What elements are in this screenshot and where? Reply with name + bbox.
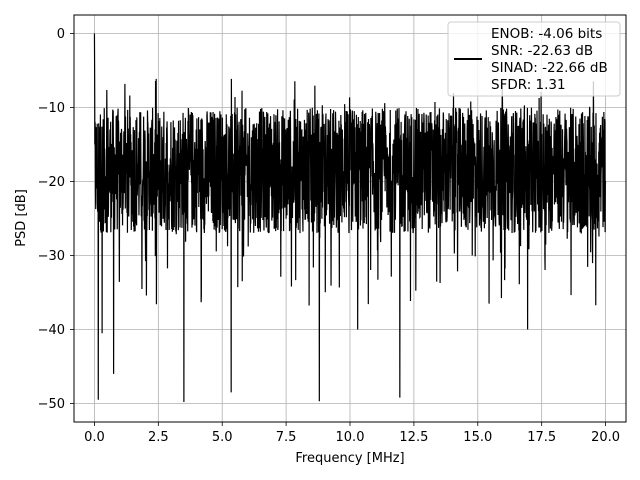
legend-sinad: SINAD: -22.66 dB	[491, 60, 608, 76]
y-tick-label: −50	[38, 397, 65, 412]
x-tick-label: 0.0	[84, 430, 105, 445]
x-tick-label: 7.5	[276, 430, 297, 445]
x-tick-label: 15.0	[463, 430, 492, 445]
y-tick-label: −30	[38, 249, 65, 264]
psd-series-line	[93, 33, 607, 403]
y-axis: 0 −10 −20 −30 −40 −50	[38, 27, 74, 412]
legend-enob: ENOB: -4.06 bits	[491, 26, 602, 42]
y-axis-label: PSD [dB]	[14, 189, 29, 247]
y-tick-label: −10	[38, 101, 65, 116]
legend-snr: SNR: -22.63 dB	[491, 43, 593, 59]
x-tick-label: 2.5	[148, 430, 169, 445]
y-tick-label: −40	[38, 323, 65, 338]
x-tick-label: 20.0	[591, 430, 620, 445]
series-group	[93, 33, 607, 403]
x-axis-label: Frequency [MHz]	[295, 451, 404, 466]
y-tick-label: 0	[57, 27, 65, 42]
x-tick-label: 10.0	[336, 430, 365, 445]
y-tick-label: −20	[38, 175, 65, 190]
legend-box	[447, 21, 621, 97]
x-tick-label: 5.0	[212, 430, 233, 445]
x-axis: 0.0 2.5 5.0 7.5 10.0 12.5 15.0 17.5 20.0	[84, 422, 620, 445]
legend: ENOB: -4.06 bits SNR: -22.63 dB SINAD: -…	[447, 21, 621, 97]
legend-sfdr: SFDR: 1.31	[491, 77, 566, 93]
x-tick-label: 12.5	[399, 430, 428, 445]
x-tick-label: 17.5	[527, 430, 556, 445]
